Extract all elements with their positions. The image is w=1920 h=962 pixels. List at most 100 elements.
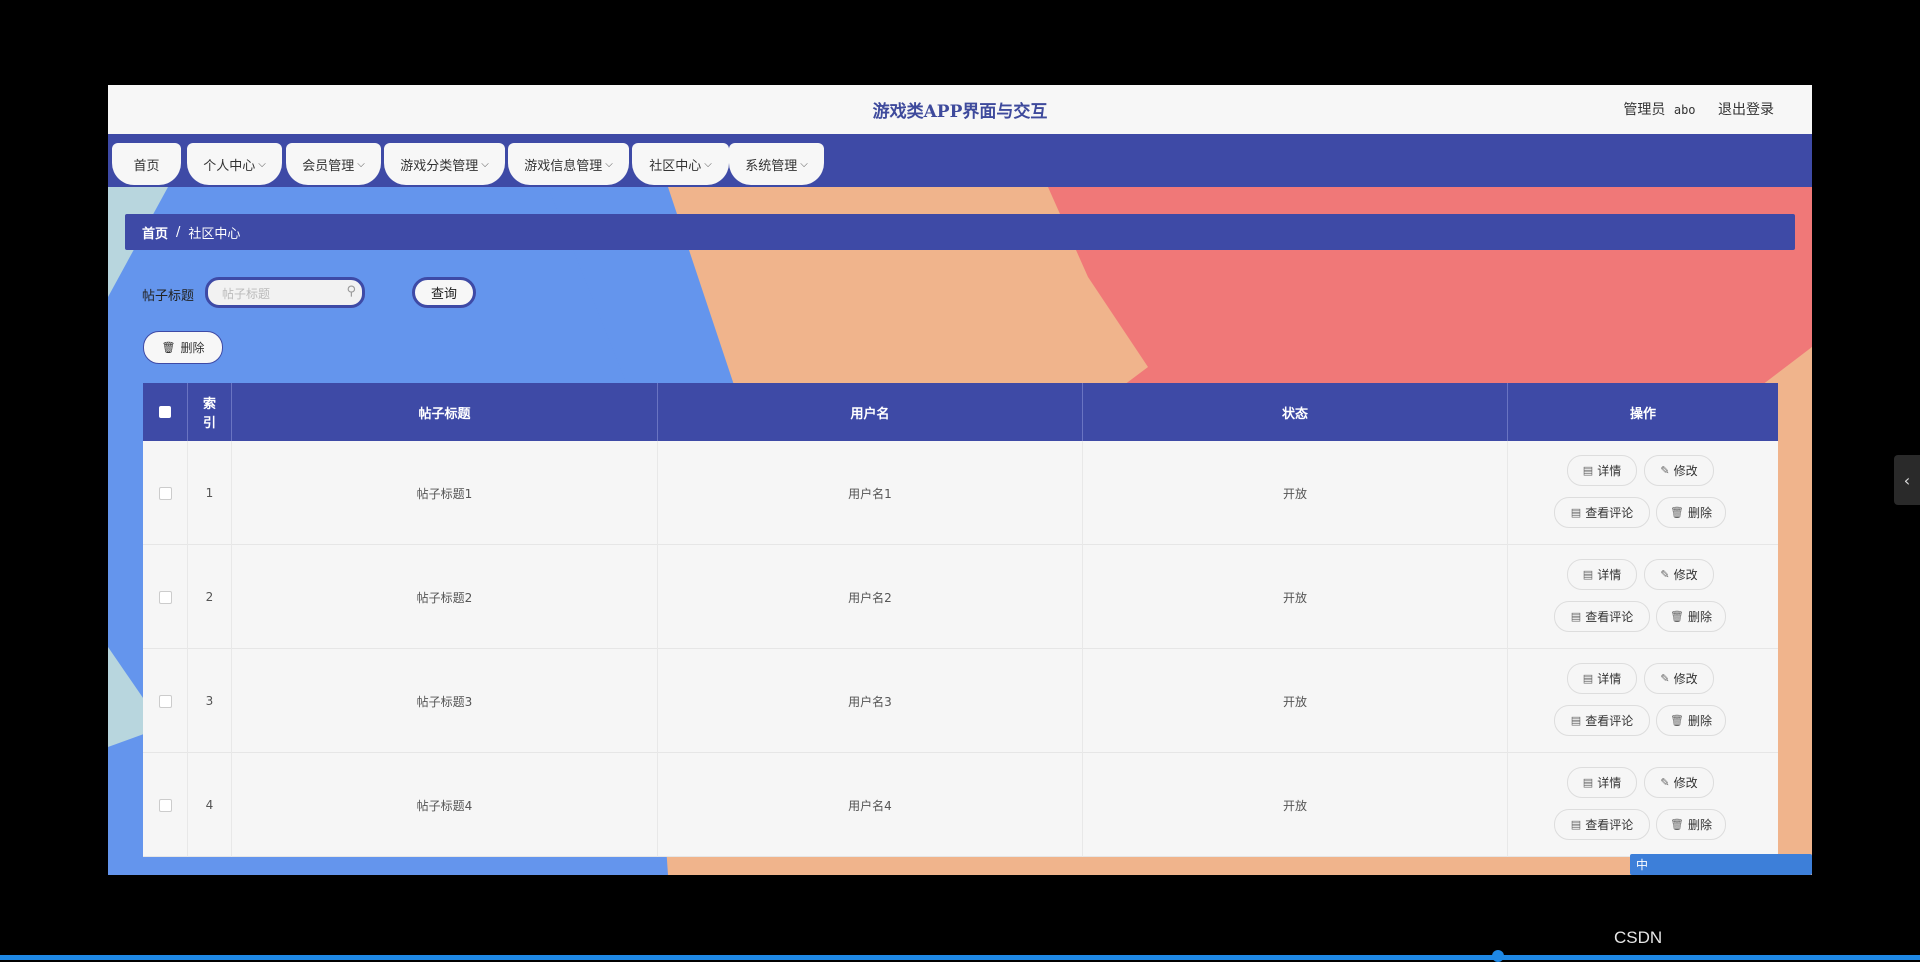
edit-label: 修改 bbox=[1673, 672, 1698, 686]
row-index: 3 bbox=[188, 649, 232, 753]
nav-home[interactable]: 首页 bbox=[112, 143, 181, 185]
row-status: 开放 bbox=[1083, 545, 1508, 649]
ime-toolbar[interactable]: 中 bbox=[1630, 854, 1812, 875]
query-button[interactable]: 查询 bbox=[412, 277, 476, 308]
detail-button[interactable]: ▤ 详情 bbox=[1567, 559, 1637, 590]
trash-icon: 🗑 bbox=[161, 341, 176, 354]
nav-personal-center-label: 个人中心 bbox=[203, 158, 256, 174]
detail-button[interactable]: ▤ 详情 bbox=[1567, 663, 1637, 694]
breadcrumb-separator: / bbox=[176, 224, 181, 240]
row-select-cell bbox=[143, 753, 188, 857]
search-input[interactable] bbox=[220, 280, 344, 307]
nav-home-label: 首页 bbox=[133, 158, 160, 174]
view-comments-button[interactable]: ▤ 查看评论 bbox=[1554, 601, 1650, 632]
row-username: 用户名1 bbox=[658, 441, 1083, 545]
view-comments-button[interactable]: ▤ 查看评论 bbox=[1554, 705, 1650, 736]
row-select-cell bbox=[143, 649, 188, 753]
edit-label: 修改 bbox=[1673, 776, 1698, 790]
breadcrumb-home[interactable]: 首页 bbox=[142, 226, 169, 242]
view-comments-button[interactable]: ▤ 查看评论 bbox=[1554, 497, 1650, 528]
row-checkbox[interactable] bbox=[158, 798, 172, 812]
nav-game-info[interactable]: 游戏信息管理 ⌵ bbox=[508, 143, 629, 185]
row-checkbox[interactable] bbox=[158, 590, 172, 604]
detail-label: 详情 bbox=[1597, 776, 1622, 790]
row-status: 开放 bbox=[1083, 649, 1508, 753]
document-icon: ▤ bbox=[1582, 568, 1594, 581]
batch-delete-button[interactable]: 🗑 删除 bbox=[143, 331, 223, 364]
search-field[interactable]: ⚲ bbox=[205, 277, 365, 308]
chevron-down-icon: ⌵ bbox=[704, 158, 712, 170]
delete-button[interactable]: 🗑 删除 bbox=[1656, 705, 1726, 736]
document-icon: ▤ bbox=[1570, 714, 1582, 727]
chevron-down-icon: ⌵ bbox=[258, 158, 266, 170]
search-label: 帖子标题 bbox=[142, 289, 195, 304]
trash-icon: 🗑 bbox=[1670, 610, 1684, 623]
row-select-cell bbox=[143, 441, 188, 545]
document-icon: ▤ bbox=[1570, 818, 1582, 831]
row-select-cell bbox=[143, 545, 188, 649]
delete-label: 删除 bbox=[1687, 506, 1712, 520]
row-title: 帖子标题4 bbox=[232, 753, 658, 857]
edit-button[interactable]: ✎ 修改 bbox=[1644, 663, 1714, 694]
row-username: 用户名4 bbox=[658, 753, 1083, 857]
main-nav: 首页 个人中心 ⌵ 会员管理 ⌵ 游戏分类管理 ⌵ 游戏信息管理 ⌵ 社区中心 ⌵ 系统管… bbox=[108, 134, 1812, 187]
edit-label: 修改 bbox=[1673, 464, 1698, 478]
row-checkbox[interactable] bbox=[158, 486, 172, 500]
view-comments-button[interactable]: ▤ 查看评论 bbox=[1554, 809, 1650, 840]
edit-button[interactable]: ✎ 修改 bbox=[1644, 767, 1714, 798]
chevron-left-icon: ‹ bbox=[1903, 470, 1911, 490]
user-area: 管理员 abo 退出登录 bbox=[1605, 99, 1774, 119]
header-title: 帖子标题 bbox=[232, 383, 658, 441]
side-collapse-tab[interactable]: ‹ bbox=[1894, 455, 1920, 505]
search-icon: ⚲ bbox=[346, 284, 356, 299]
document-icon: ▤ bbox=[1582, 464, 1594, 477]
row-index: 1 bbox=[188, 441, 232, 545]
delete-label: 删除 bbox=[1687, 714, 1712, 728]
watermark-text: CSDN bbox=[1614, 928, 1663, 947]
header-username: 用户名 bbox=[658, 383, 1083, 441]
nav-member-management-label: 会员管理 bbox=[302, 158, 355, 174]
logout-link[interactable]: 退出登录 bbox=[1718, 102, 1774, 118]
edit-label: 修改 bbox=[1673, 568, 1698, 582]
user-role: 管理员 bbox=[1623, 102, 1666, 118]
delete-button[interactable]: 🗑 删除 bbox=[1656, 497, 1726, 528]
row-actions: ▤ 详情 ✎ 修改 ▤ 查看评论 🗑 删除 bbox=[1508, 545, 1778, 649]
edit-button[interactable]: ✎ 修改 bbox=[1644, 559, 1714, 590]
pencil-icon: ✎ bbox=[1660, 464, 1670, 477]
nav-member-management[interactable]: 会员管理 ⌵ bbox=[286, 143, 381, 185]
nav-system[interactable]: 系统管理 ⌵ bbox=[729, 143, 824, 185]
document-icon: ▤ bbox=[1582, 776, 1594, 789]
app-title: 游戏类APP界面与交互 bbox=[872, 102, 1048, 122]
view-comments-label: 查看评论 bbox=[1585, 610, 1634, 624]
view-comments-label: 查看评论 bbox=[1585, 818, 1634, 832]
row-checkbox[interactable] bbox=[158, 694, 172, 708]
view-comments-label: 查看评论 bbox=[1585, 714, 1634, 728]
nav-community[interactable]: 社区中心 ⌵ bbox=[632, 143, 729, 185]
progress-knob[interactable] bbox=[1492, 950, 1504, 962]
delete-button[interactable]: 🗑 删除 bbox=[1656, 809, 1726, 840]
row-status: 开放 bbox=[1083, 753, 1508, 857]
nav-personal-center[interactable]: 个人中心 ⌵ bbox=[187, 143, 282, 185]
app-window: 游戏类APP界面与交互 管理员 abo 退出登录 首页 个人中心 ⌵ 会员管理 ⌵ … bbox=[108, 85, 1812, 875]
trash-icon: 🗑 bbox=[1670, 714, 1684, 727]
document-icon: ▤ bbox=[1582, 672, 1594, 685]
nav-game-category[interactable]: 游戏分类管理 ⌵ bbox=[384, 143, 505, 185]
pencil-icon: ✎ bbox=[1660, 776, 1670, 789]
video-progress-bar[interactable] bbox=[0, 955, 1920, 960]
detail-button[interactable]: ▤ 详情 bbox=[1567, 767, 1637, 798]
header-index: 索引 bbox=[188, 383, 232, 441]
chevron-down-icon: ⌵ bbox=[605, 158, 613, 170]
table-row: 3 帖子标题3 用户名3 开放 ▤ 详情 ✎ 修改 ▤ 查看评论 🗑 删除 bbox=[143, 649, 1778, 753]
breadcrumb: 首页 / 社区中心 bbox=[125, 214, 1795, 250]
detail-button[interactable]: ▤ 详情 bbox=[1567, 455, 1637, 486]
row-actions: ▤ 详情 ✎ 修改 ▤ 查看评论 🗑 删除 bbox=[1508, 441, 1778, 545]
edit-button[interactable]: ✎ 修改 bbox=[1644, 455, 1714, 486]
row-actions: ▤ 详情 ✎ 修改 ▤ 查看评论 🗑 删除 bbox=[1508, 649, 1778, 753]
select-all-checkbox[interactable] bbox=[159, 406, 171, 418]
row-username: 用户名3 bbox=[658, 649, 1083, 753]
delete-button[interactable]: 🗑 删除 bbox=[1656, 601, 1726, 632]
nav-system-label: 系统管理 bbox=[745, 158, 798, 174]
nav-game-info-label: 游戏信息管理 bbox=[524, 158, 603, 174]
batch-delete-label: 删除 bbox=[180, 341, 205, 355]
chevron-down-icon: ⌵ bbox=[357, 158, 365, 170]
